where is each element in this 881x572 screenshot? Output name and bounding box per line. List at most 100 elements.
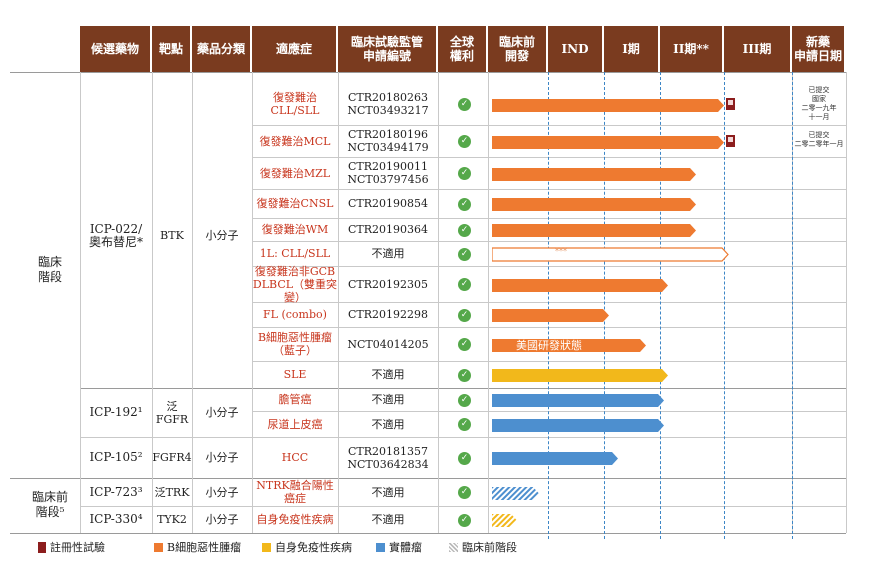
global-rights-check-icon: ✓ [458, 223, 471, 237]
header-cell: 適應症 [252, 26, 336, 72]
progress-bar [492, 369, 668, 382]
progress-bar [492, 418, 664, 432]
trial-code: CTR20180196 NCT03494179 [347, 128, 429, 154]
indication: 自身免疫性疾病 [256, 513, 334, 526]
stage-label: 臨床 階段 [37, 255, 62, 284]
trial-code: NCT04014205 [347, 337, 429, 351]
drug-target: 泛TRK [154, 485, 190, 499]
trial-code: 不適用 [371, 247, 405, 260]
progress-arrow [492, 514, 517, 527]
progress-arrow [492, 98, 724, 112]
header-cell: 候選藥物 [80, 26, 150, 72]
header-cell: 臨床前 開發 [488, 26, 546, 72]
global-rights-check-icon: ✓ [458, 308, 471, 322]
progress-bar [492, 247, 729, 262]
legend-item: 自身免疫性疾病 [262, 540, 352, 554]
global-rights-check-icon: ✓ [458, 368, 471, 382]
progress-arrow [492, 418, 664, 432]
progress-arrow [492, 309, 609, 322]
progress-bar-label: 美國研發狀態 [516, 339, 582, 352]
legend-swatch [376, 542, 385, 552]
header-cell: I期 [604, 26, 658, 72]
progress-bar [492, 135, 724, 149]
column-divider [192, 72, 193, 533]
progress-bar [492, 338, 646, 352]
column-divider [252, 72, 253, 533]
global-rights-check-icon: ✓ [458, 278, 471, 291]
nda-date: 已提交 國家 二零一九年 十一月 [801, 86, 837, 121]
progress-bar [492, 394, 664, 407]
drug-name: ICP-105² [89, 450, 143, 464]
drug-name: ICP-330⁴ [89, 512, 143, 526]
global-rights-check-icon: ✓ [458, 418, 471, 431]
indication: 復發難治CNSL [256, 197, 334, 210]
trial-code: CTR20190011 NCT03797456 [347, 160, 429, 186]
column-divider [488, 72, 489, 533]
drug-name: ICP-723³ [89, 484, 143, 499]
header-cell: 靶點 [152, 26, 190, 72]
header-cell: III期 [724, 26, 790, 72]
trial-code: CTR20192305 [347, 277, 429, 291]
progress-bar [492, 514, 517, 527]
indication: 復發難治WM [261, 223, 329, 236]
legend-label: 註冊性試驗 [50, 541, 105, 554]
indication: NTRK融合陽性癌症 [256, 479, 334, 505]
legend-swatch [262, 542, 271, 552]
progress-arrow [492, 486, 539, 500]
trial-code: CTR20192298 [347, 308, 429, 321]
column-divider [846, 72, 847, 533]
progress-arrow [492, 338, 646, 352]
row-divider [252, 327, 846, 328]
indication: 1L: CLL/SLL [259, 247, 331, 260]
header-cell: 藥品分類 [192, 26, 250, 72]
row-divider [252, 411, 846, 412]
drug-target: TYK2 [157, 513, 187, 526]
progress-bar [492, 198, 696, 211]
row-divider [80, 478, 846, 479]
stage-boundary-line [660, 72, 661, 539]
column-divider [338, 72, 339, 533]
progress-bar [492, 98, 724, 112]
table-border [10, 72, 846, 73]
progress-arrow [492, 452, 618, 465]
header-cell: IND [548, 26, 602, 72]
global-rights-check-icon: ✓ [458, 197, 471, 211]
global-rights-check-icon: ✓ [458, 247, 471, 261]
indication: B細胞惡性腫瘤 （藍子） [257, 331, 333, 357]
progress-arrow [492, 394, 664, 407]
trial-code: CTR20190854 [347, 197, 429, 210]
nda-date: 已提交 二零二零年一月 [794, 131, 844, 148]
drug-target: FGFR4 [152, 451, 192, 464]
global-rights-check-icon: ✓ [458, 486, 471, 499]
stage-boundary-line [792, 72, 793, 539]
trial-code: 不適用 [371, 513, 405, 526]
legend-label: 自身免疫性疾病 [275, 541, 352, 554]
row-divider [252, 241, 846, 242]
legend-item: 註冊性試驗 [38, 540, 105, 554]
trial-code: 不適用 [371, 393, 405, 406]
row-divider [252, 266, 846, 267]
row-divider [252, 361, 846, 362]
header-cell: 全球 權利 [438, 26, 486, 72]
progress-bar [492, 278, 668, 292]
indication: 復發難治MZL [259, 166, 331, 180]
drug-category: 小分子 [205, 513, 239, 526]
stage-divider [10, 478, 80, 479]
legend-label: B細胞惡性腫瘤 [167, 541, 242, 554]
stage-boundary-line [604, 72, 605, 539]
global-rights-check-icon: ✓ [458, 98, 471, 111]
registrational-flag-icon [38, 541, 46, 553]
indication: 膽管癌 [278, 393, 312, 406]
registrational-flag-icon [726, 98, 735, 110]
trial-code: CTR20180263 NCT03493217 [347, 91, 429, 117]
header-cell: 新藥 申請日期 [792, 26, 844, 72]
drug-category: 小分子 [205, 451, 239, 464]
registrational-flag-icon [726, 135, 735, 147]
column-divider [438, 72, 439, 533]
row-divider [80, 388, 846, 389]
stage-label: 臨床前 階段⁵ [31, 490, 68, 519]
row-divider [252, 302, 846, 303]
progress-arrow [492, 247, 729, 262]
progress-bar [492, 224, 696, 237]
legend-item: B細胞惡性腫瘤 [154, 540, 241, 554]
